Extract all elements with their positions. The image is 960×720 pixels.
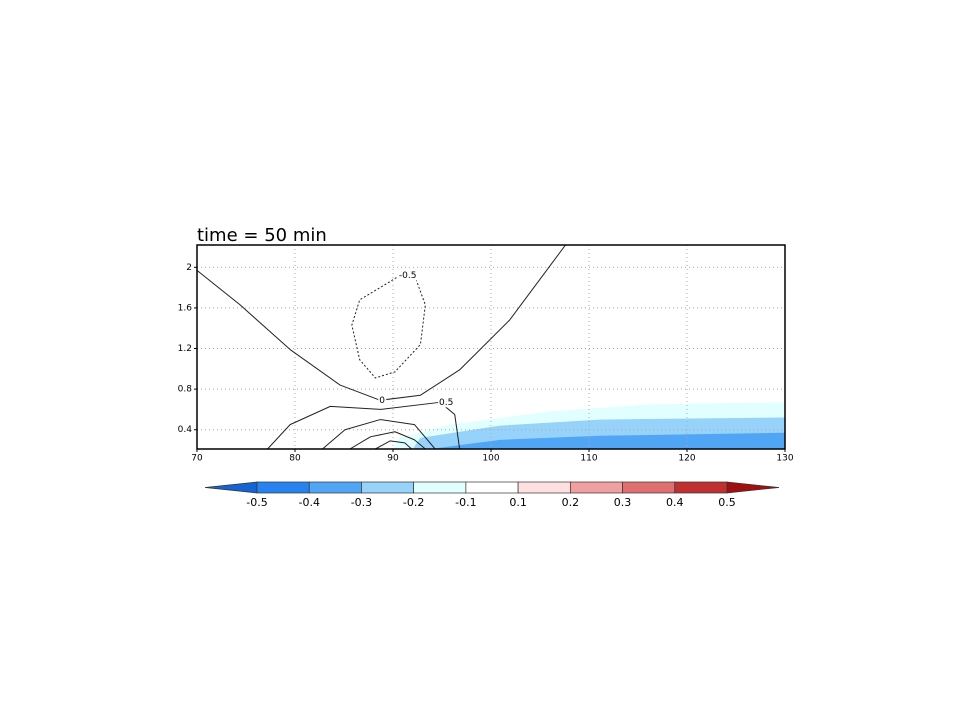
shaded-region xyxy=(430,432,785,449)
colorbar-swatch xyxy=(465,481,519,494)
contour-line xyxy=(349,431,426,449)
contour-label-bg xyxy=(438,397,455,408)
x-tick-label: 100 xyxy=(482,454,499,464)
colorbar-swatch xyxy=(622,481,676,494)
contour-line xyxy=(351,274,426,379)
colorbar-swatch xyxy=(308,481,362,494)
colorbar-arrow xyxy=(204,481,258,494)
contour-label-bg xyxy=(378,395,387,406)
y-tick-label: 1.6 xyxy=(178,303,193,313)
y-tick-label: 1.2 xyxy=(178,344,192,354)
colorbar-label: -0.1 xyxy=(455,496,476,509)
colorbar-label: -0.4 xyxy=(298,496,319,509)
colorbar-arrow xyxy=(726,481,780,494)
colorbar-label: 0.1 xyxy=(509,496,527,509)
colorbar-label: -0.3 xyxy=(351,496,372,509)
colorbar-label: -0.2 xyxy=(403,496,424,509)
contour-line xyxy=(322,419,436,449)
contour-label: 0 xyxy=(379,396,385,406)
x-tick-label: 120 xyxy=(678,454,695,464)
y-tick-label: 2 xyxy=(186,263,192,273)
colorbar-swatch xyxy=(569,481,623,494)
colorbar-swatch xyxy=(256,481,310,494)
y-tick-label: 0.4 xyxy=(178,425,193,435)
contour-label: -0.5 xyxy=(399,271,417,281)
contour-label: 0.5 xyxy=(439,398,453,408)
colorbar-label: 0.2 xyxy=(562,496,580,509)
colorbar-swatch xyxy=(413,481,467,494)
colorbar-label: 0.3 xyxy=(614,496,632,509)
colorbar-label: 0.5 xyxy=(718,496,736,509)
x-tick-label: 70 xyxy=(191,454,203,464)
contour-line xyxy=(267,401,461,449)
contour-line xyxy=(375,440,412,449)
colorbar-swatch xyxy=(361,481,415,494)
chart-title: time = 50 min xyxy=(197,225,327,246)
x-tick-label: 110 xyxy=(580,454,597,464)
colorbar-swatch xyxy=(517,481,571,494)
colorbar-label: -0.5 xyxy=(246,496,267,509)
contour-line xyxy=(197,245,566,401)
x-tick-label: 80 xyxy=(289,454,301,464)
plot: 0 -0.5 0.5 xyxy=(197,245,785,449)
colorbar-label: 0.4 xyxy=(666,496,684,509)
contour-label-bg xyxy=(397,270,418,281)
x-tick-label: 90 xyxy=(387,454,399,464)
x-tick-label: 130 xyxy=(776,454,793,464)
colorbar-swatch xyxy=(674,481,728,494)
y-tick-label: 0.8 xyxy=(178,385,193,395)
